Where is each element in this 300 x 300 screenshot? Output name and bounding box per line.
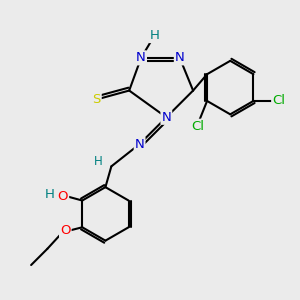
Text: Cl: Cl xyxy=(272,94,285,107)
Text: S: S xyxy=(92,93,101,106)
Text: N: N xyxy=(136,51,146,64)
Text: O: O xyxy=(60,224,70,237)
Text: H: H xyxy=(149,29,159,42)
Text: N: N xyxy=(175,51,184,64)
Text: N: N xyxy=(161,111,171,124)
Text: H: H xyxy=(94,155,102,168)
Text: O: O xyxy=(58,190,68,202)
Text: H: H xyxy=(45,188,55,201)
Text: Cl: Cl xyxy=(192,120,205,133)
Text: N: N xyxy=(135,138,145,151)
